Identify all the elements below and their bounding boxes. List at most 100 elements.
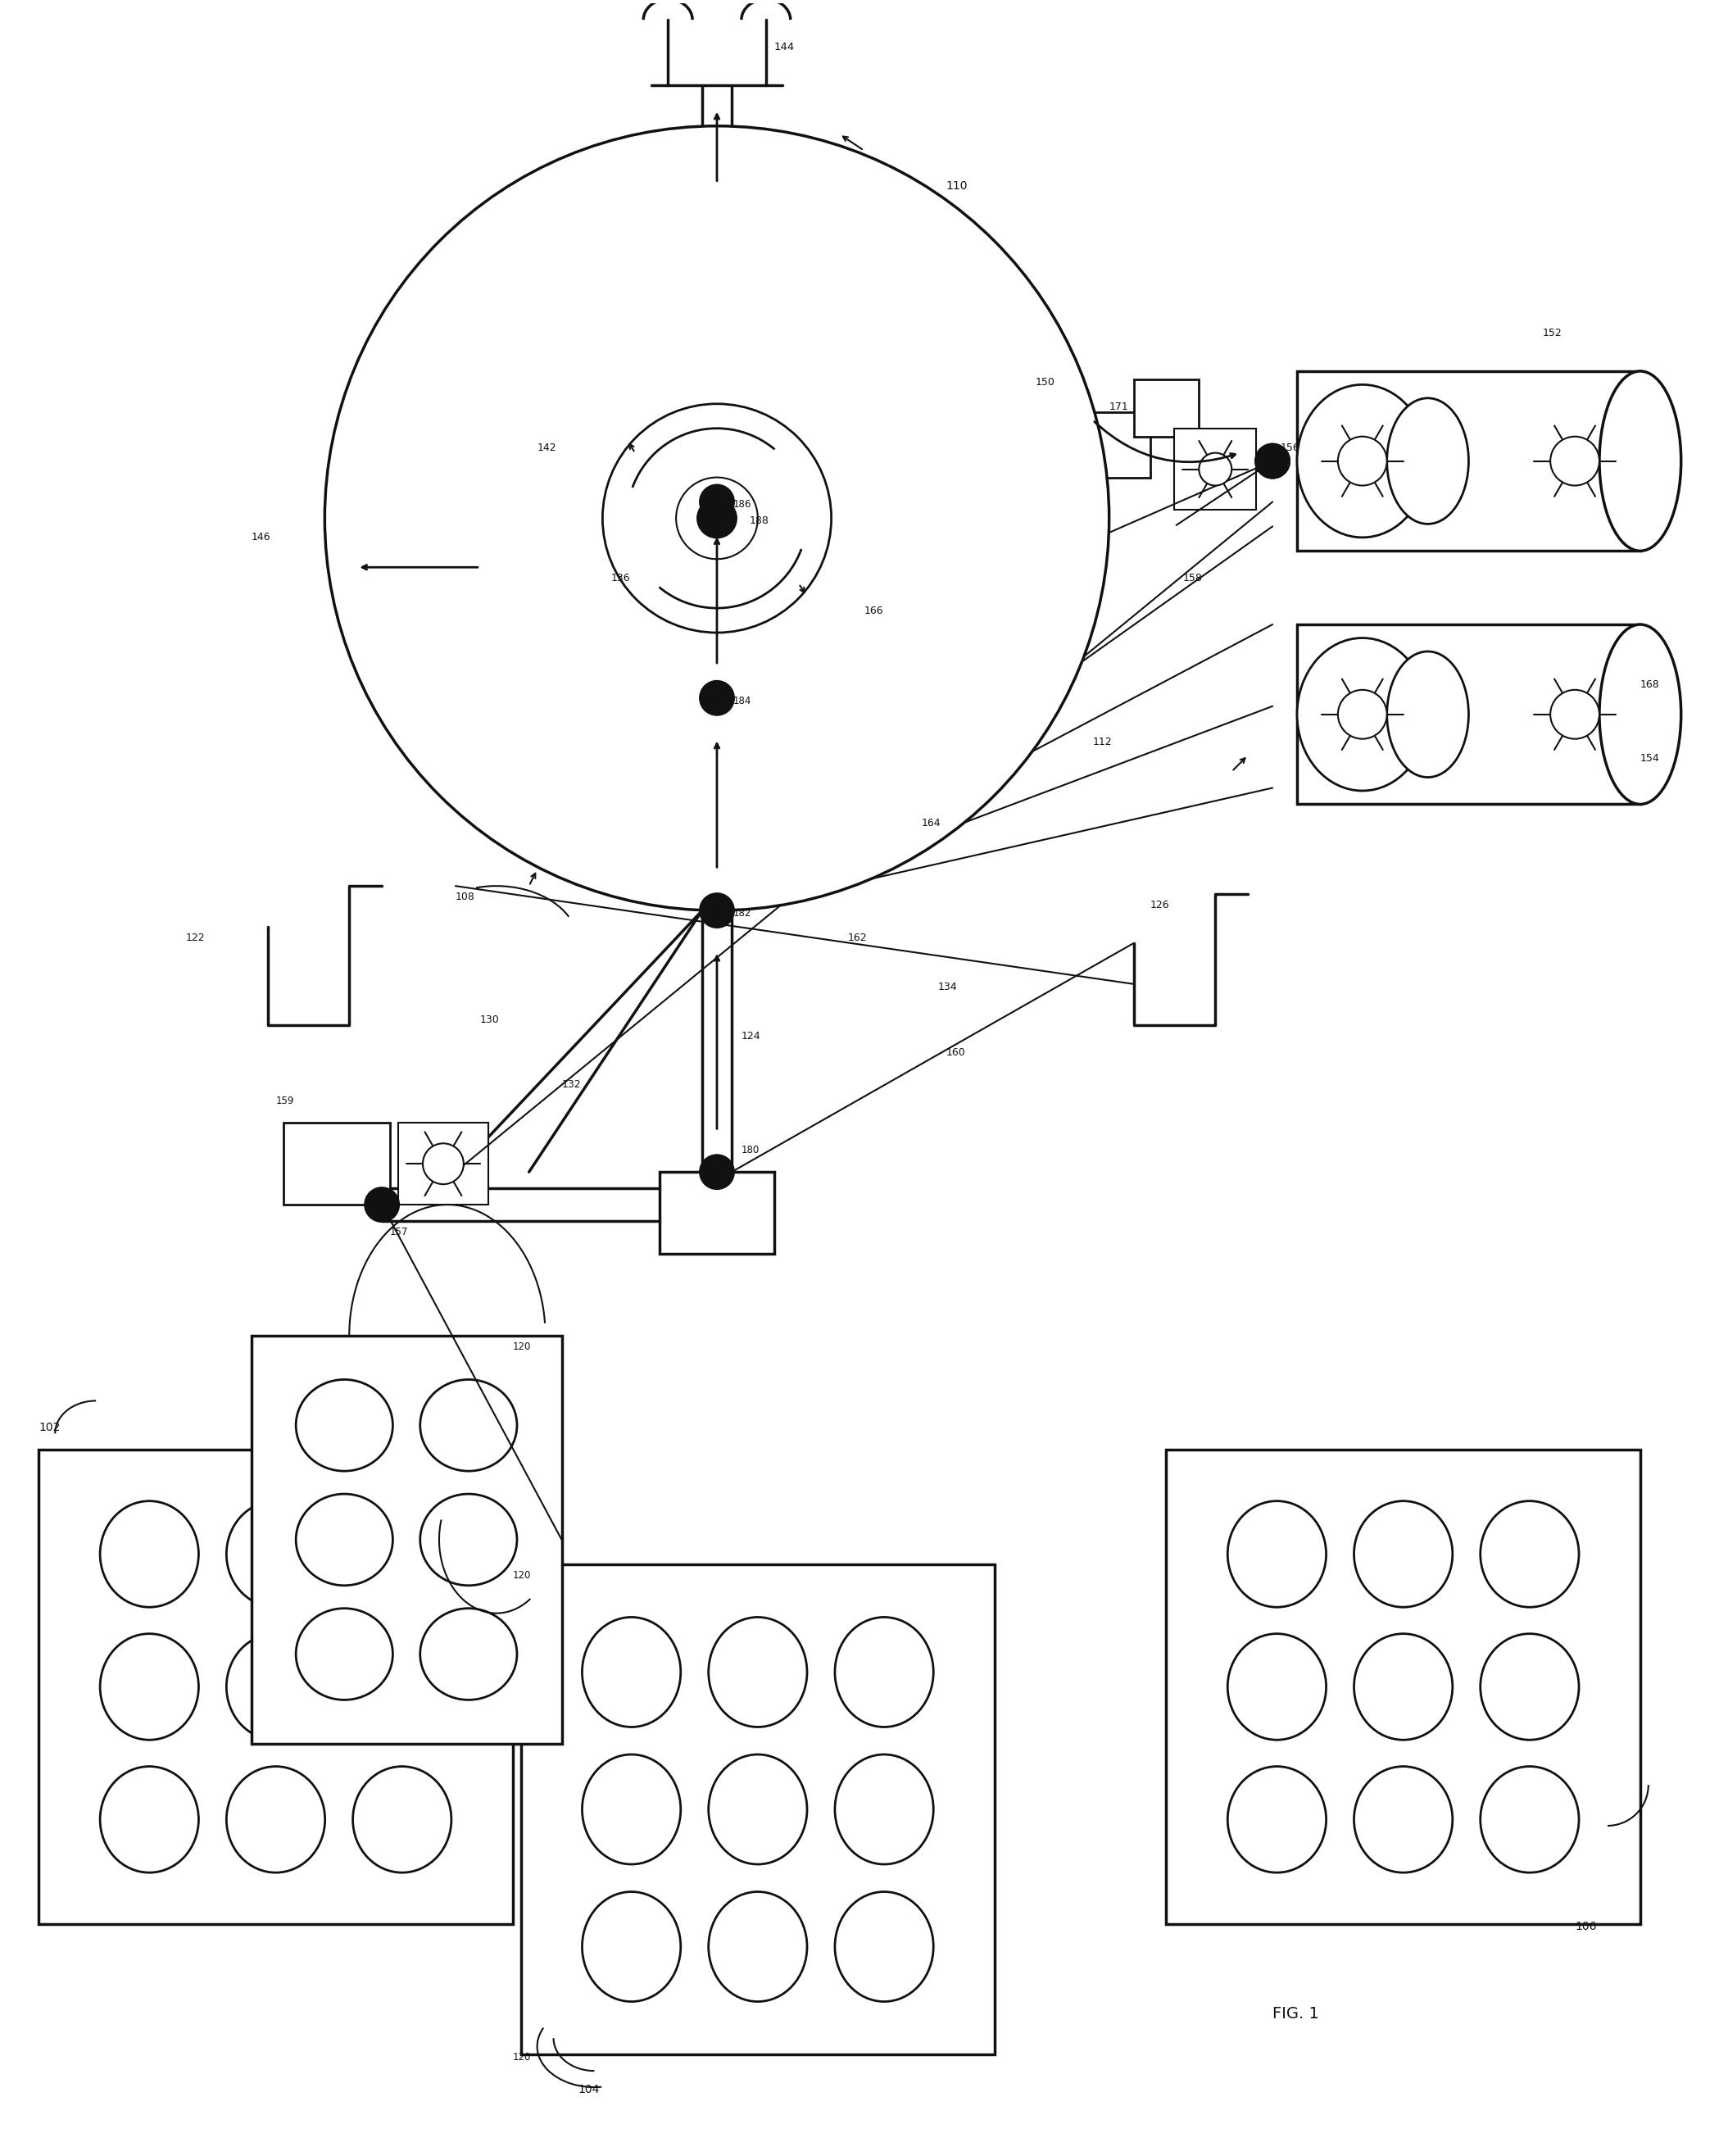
Circle shape <box>1337 690 1388 740</box>
Ellipse shape <box>835 1755 933 1865</box>
Text: 124: 124 <box>741 1031 760 1041</box>
Text: 157: 157 <box>391 1227 408 1238</box>
Ellipse shape <box>1355 1766 1453 1874</box>
Circle shape <box>603 403 831 632</box>
Ellipse shape <box>1355 1501 1453 1606</box>
Bar <box>251 1335 562 1744</box>
Circle shape <box>423 1143 463 1184</box>
Bar <box>1166 1449 1640 1923</box>
Text: 150: 150 <box>1035 377 1056 388</box>
Text: 164: 164 <box>921 817 940 828</box>
Circle shape <box>325 125 1109 910</box>
Ellipse shape <box>708 1891 807 2001</box>
Text: 126: 126 <box>1149 899 1170 910</box>
Text: 110: 110 <box>945 179 968 192</box>
Bar <box>1175 429 1256 511</box>
Text: 156: 156 <box>1280 442 1299 453</box>
Ellipse shape <box>1298 384 1427 537</box>
Ellipse shape <box>1600 625 1681 804</box>
Text: 106: 106 <box>1574 1921 1597 1932</box>
Ellipse shape <box>1481 1634 1579 1740</box>
Bar <box>520 1565 995 2055</box>
Ellipse shape <box>1388 651 1469 778</box>
Text: 112: 112 <box>1092 737 1113 746</box>
Circle shape <box>1255 442 1291 479</box>
Text: 120: 120 <box>513 2053 530 2063</box>
Ellipse shape <box>295 1380 392 1470</box>
Ellipse shape <box>420 1608 517 1699</box>
Circle shape <box>1199 453 1232 485</box>
Ellipse shape <box>1227 1501 1325 1606</box>
Ellipse shape <box>1388 399 1469 524</box>
Text: 168: 168 <box>1640 679 1659 690</box>
Text: 120: 120 <box>513 1341 530 1352</box>
Ellipse shape <box>582 1891 681 2001</box>
Ellipse shape <box>100 1501 199 1606</box>
Circle shape <box>365 1186 399 1222</box>
Circle shape <box>698 483 734 520</box>
Text: 184: 184 <box>733 696 752 707</box>
Text: 104: 104 <box>579 2085 600 2096</box>
Bar <box>397 1123 487 1205</box>
Text: 160: 160 <box>945 1048 966 1059</box>
Text: 162: 162 <box>848 934 867 942</box>
Text: 102: 102 <box>38 1423 60 1434</box>
Text: FIG. 1: FIG. 1 <box>1272 2007 1318 2022</box>
Circle shape <box>1550 436 1600 485</box>
Circle shape <box>698 679 734 716</box>
Circle shape <box>696 498 738 539</box>
Bar <box>660 1173 774 1253</box>
Text: 120: 120 <box>513 1570 530 1580</box>
Circle shape <box>698 1153 734 1190</box>
Ellipse shape <box>353 1634 451 1740</box>
Ellipse shape <box>420 1494 517 1585</box>
Circle shape <box>1550 690 1600 740</box>
Ellipse shape <box>1227 1766 1325 1874</box>
Text: 130: 130 <box>480 1013 499 1024</box>
Ellipse shape <box>100 1634 199 1740</box>
Text: 188: 188 <box>750 515 769 526</box>
Bar <box>38 1449 513 1923</box>
Circle shape <box>1255 442 1291 479</box>
Ellipse shape <box>420 1380 517 1470</box>
Bar <box>1298 625 1640 804</box>
Ellipse shape <box>835 1617 933 1727</box>
Ellipse shape <box>708 1617 807 1727</box>
Ellipse shape <box>1481 1501 1579 1606</box>
Text: 142: 142 <box>537 442 556 453</box>
Text: 166: 166 <box>864 606 883 617</box>
Ellipse shape <box>582 1617 681 1727</box>
Ellipse shape <box>835 1891 933 2001</box>
Circle shape <box>698 893 734 929</box>
Text: 132: 132 <box>562 1080 581 1091</box>
Ellipse shape <box>295 1494 392 1585</box>
Text: 171: 171 <box>1109 401 1128 412</box>
Ellipse shape <box>582 1755 681 1865</box>
Bar <box>1298 371 1640 552</box>
Text: 182: 182 <box>733 908 752 918</box>
Text: 186: 186 <box>733 500 752 511</box>
Text: 158: 158 <box>1182 573 1203 584</box>
Text: 180: 180 <box>741 1145 760 1156</box>
Text: 154: 154 <box>1640 752 1659 763</box>
Text: 159: 159 <box>276 1095 294 1106</box>
Circle shape <box>1337 436 1388 485</box>
Text: 134: 134 <box>938 981 957 992</box>
Ellipse shape <box>1227 1634 1325 1740</box>
Text: 122: 122 <box>187 934 206 942</box>
Ellipse shape <box>708 1755 807 1865</box>
Ellipse shape <box>1481 1766 1579 1874</box>
Text: 144: 144 <box>774 41 795 52</box>
Ellipse shape <box>226 1634 325 1740</box>
Ellipse shape <box>226 1766 325 1874</box>
Ellipse shape <box>226 1501 325 1606</box>
Ellipse shape <box>1355 1634 1453 1740</box>
Text: 152: 152 <box>1541 328 1562 338</box>
Bar <box>1134 379 1199 436</box>
Text: 108: 108 <box>456 893 475 903</box>
Ellipse shape <box>100 1766 199 1874</box>
Text: 146: 146 <box>251 533 271 543</box>
Ellipse shape <box>353 1766 451 1874</box>
Circle shape <box>676 476 759 558</box>
Ellipse shape <box>1600 371 1681 552</box>
